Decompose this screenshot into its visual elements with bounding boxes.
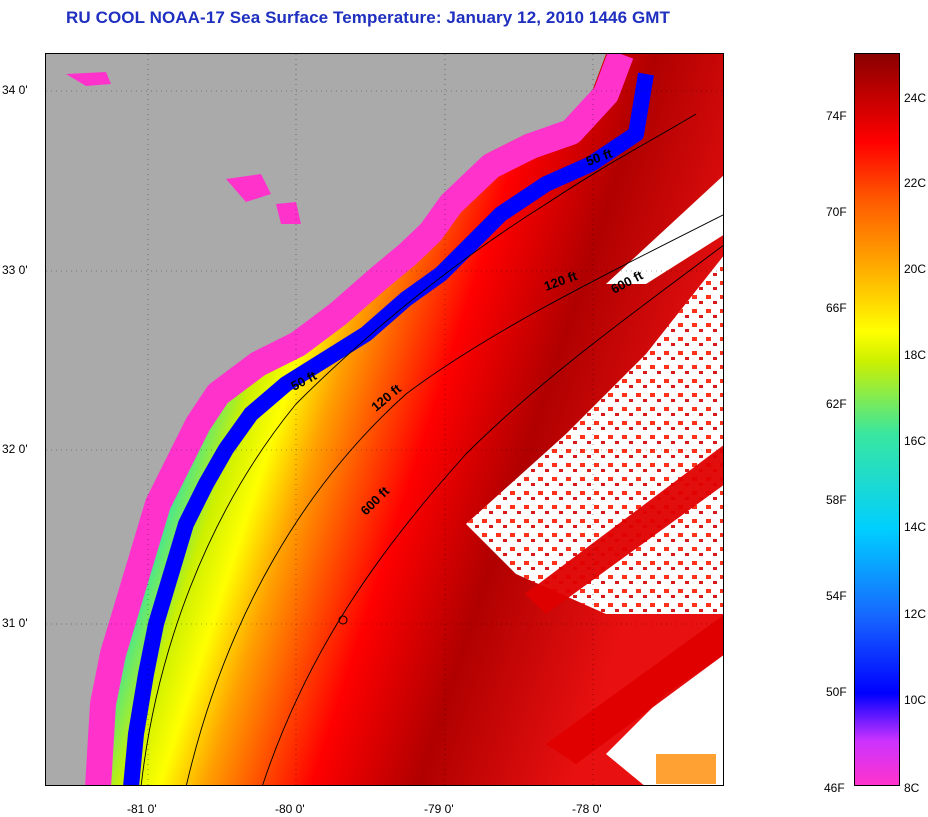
f-46: 46F	[824, 781, 845, 795]
c-20: 20C	[904, 262, 927, 276]
f-66: 66F	[826, 301, 847, 315]
f-62: 62F	[826, 397, 847, 411]
map-title: RU COOL NOAA-17 Sea Surface Temperature:…	[66, 8, 671, 27]
f-50: 50F	[826, 685, 847, 699]
isobaths	[140, 113, 723, 785]
lon-label-80: -80 0'	[275, 802, 305, 816]
temperature-colorbar	[854, 53, 900, 786]
c-24: 24C	[904, 91, 927, 105]
lat-label-32: 32 0'	[2, 442, 28, 456]
sst-map[interactable]: 50 ft 50 ft 120 ft 120 ft 600 ft 600 ft	[45, 53, 724, 786]
lon-label-79: -79 0'	[424, 802, 454, 816]
f-58: 58F	[826, 493, 847, 507]
lon-label-81: -81 0'	[127, 802, 157, 816]
c-10: 10C	[904, 693, 927, 707]
isobath-50ft	[140, 113, 697, 785]
f-70: 70F	[826, 205, 847, 219]
f-54: 54F	[826, 589, 847, 603]
buoy-marker	[338, 615, 348, 625]
c-18: 18C	[904, 348, 927, 362]
c-8: 8C	[904, 781, 920, 795]
c-14: 14C	[904, 520, 927, 534]
nearshore-cold-band	[85, 54, 634, 785]
lat-label-33: 33 0'	[2, 263, 28, 277]
graticule	[46, 54, 723, 785]
sst-map-canvas: 50 ft 50 ft 120 ft 120 ft 600 ft 600 ft	[46, 54, 723, 785]
lon-label-78: -78 0'	[572, 802, 602, 816]
c-22: 22C	[904, 176, 927, 190]
lat-label-31: 31 0'	[2, 616, 28, 630]
c-12: 12C	[904, 607, 927, 621]
f-74: 74F	[826, 109, 847, 123]
land-mass	[46, 54, 606, 785]
lat-label-34: 34 0'	[2, 83, 28, 97]
isobath-120ft	[186, 214, 723, 785]
isobath-600ft	[262, 244, 723, 785]
c-16: 16C	[904, 434, 927, 448]
